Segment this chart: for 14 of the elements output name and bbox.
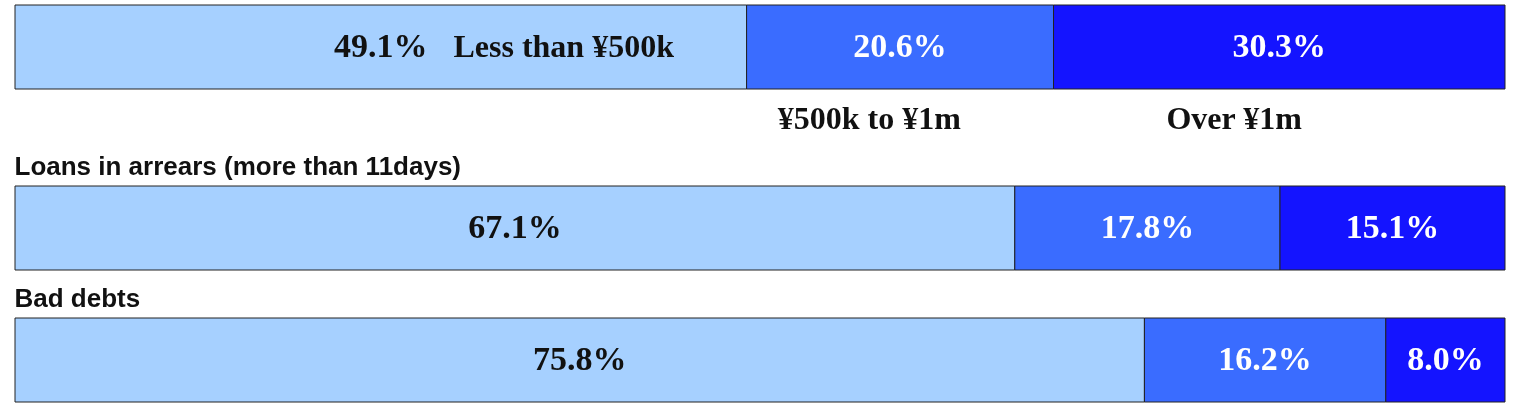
data-label: 15.1% bbox=[1345, 208, 1440, 245]
series-label: Over ¥1m bbox=[1166, 100, 1303, 136]
data-label: 17.8% bbox=[1100, 208, 1195, 245]
data-label: 8.0% bbox=[1407, 340, 1484, 377]
series-label: Less than ¥500k bbox=[453, 28, 675, 64]
chart-title: Bad debts bbox=[14, 282, 141, 313]
data-label: 75.8% bbox=[532, 340, 627, 377]
data-label: 67.1% bbox=[468, 208, 562, 245]
series-label: ¥500k to ¥1m bbox=[777, 100, 962, 136]
data-label: 30.3% bbox=[1232, 27, 1327, 64]
data-label: 16.2% bbox=[1218, 340, 1312, 377]
data-label: 20.6% bbox=[853, 27, 947, 64]
data-label: 49.1% bbox=[334, 27, 428, 64]
chart-title: Loans in arrears (more than 11days) bbox=[14, 150, 462, 181]
